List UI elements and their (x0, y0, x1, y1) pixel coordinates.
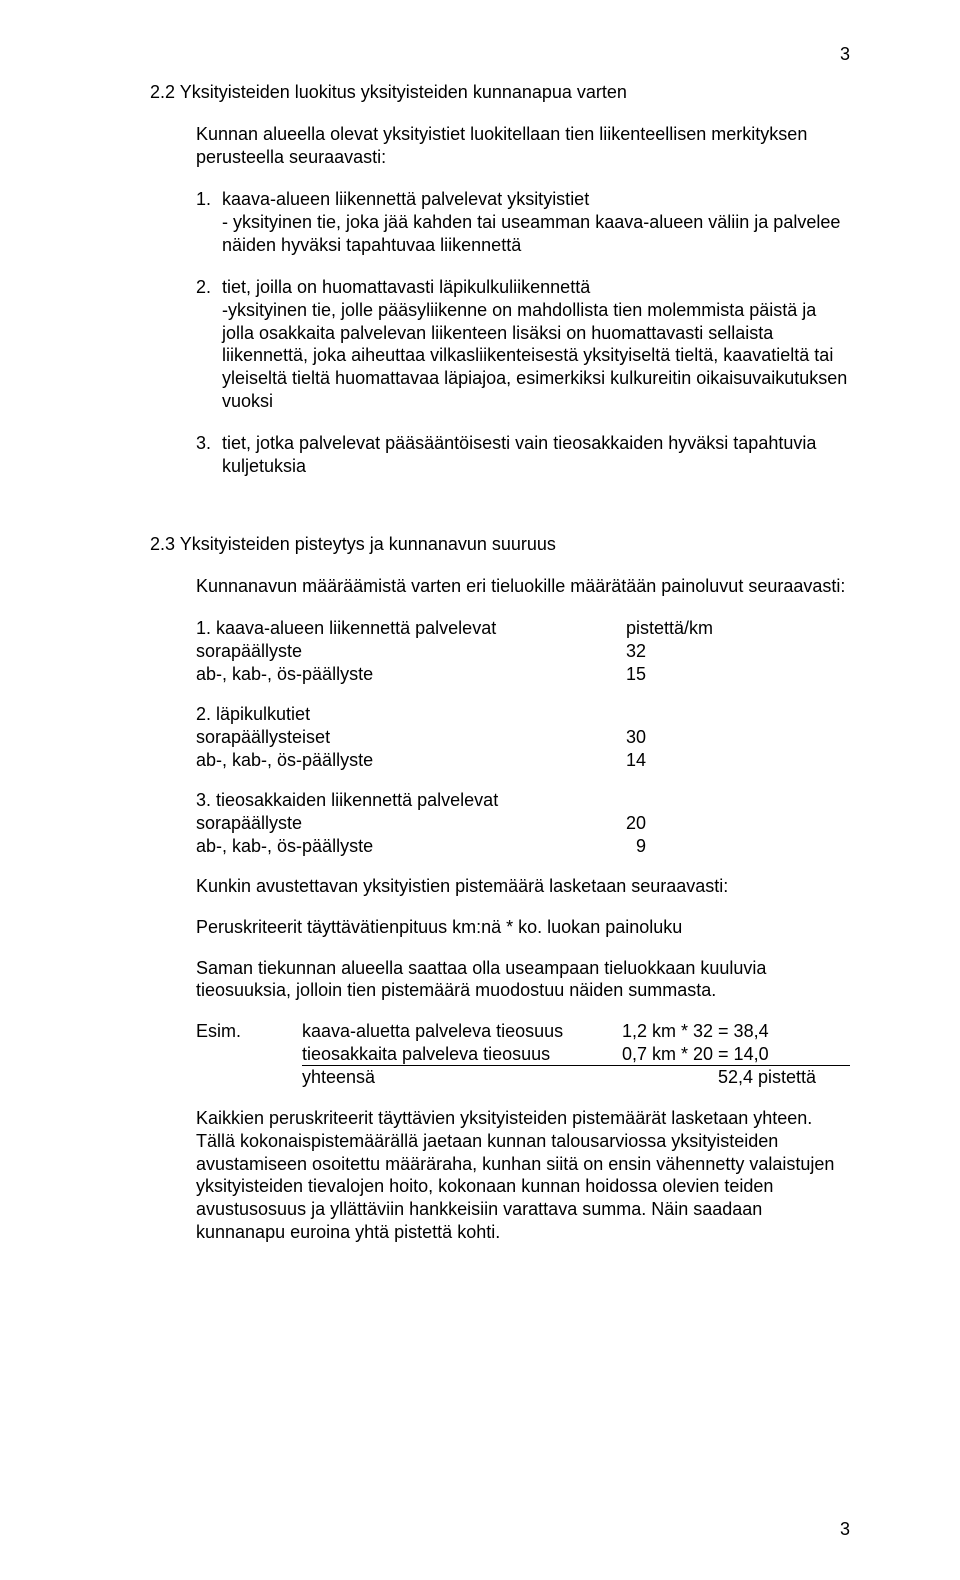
list-item-number: 3. (196, 432, 222, 477)
list-item-text: kaava-alueen liikennettä palvelevat yksi… (222, 188, 850, 256)
points-block-2: 2. läpikulkutiet sorapäällysteiset 30 ab… (196, 703, 850, 771)
example-block: Esim. kaava-aluetta palveleva tieosuus 1… (196, 1020, 850, 1089)
list-item-line: kaava-alueen liikennettä palvelevat yksi… (222, 188, 850, 211)
points-title: 3. tieosakkaiden liikennettä palvelevat (196, 789, 850, 812)
points-label: ab-, kab-, ös-päällyste (196, 663, 626, 686)
section-2-2-list: 1. kaava-alueen liikennettä palvelevat y… (196, 188, 850, 477)
page-number-top: 3 (840, 44, 850, 65)
list-item: 3. tiet, jotka palvelevat pääsääntöisest… (196, 432, 850, 477)
points-title: 2. läpikulkutiet (196, 703, 850, 726)
points-row: sorapäällyste 32 (196, 640, 850, 663)
example-label: Esim. (196, 1020, 302, 1043)
list-item-number: 2. (196, 276, 222, 412)
list-item-number: 1. (196, 188, 222, 256)
example-label-empty (196, 1043, 302, 1067)
points-value: 32 (626, 640, 746, 663)
points-unit: pistettä/km (626, 617, 746, 640)
points-value: 14 (626, 749, 746, 772)
example-total-row: yhteensä 52,4 pistettä (196, 1066, 850, 1089)
formula: Peruskriteerit täyttävätienpituus km:nä … (196, 916, 850, 939)
points-value: 9 (626, 835, 746, 858)
points-row: sorapäällyste 20 (196, 812, 850, 835)
list-item-text: tiet, jotka palvelevat pääsääntöisesti v… (222, 432, 850, 477)
points-label: sorapäällyste (196, 812, 626, 835)
section-2-3-heading: 2.3 Yksityisteiden pisteytys ja kunnanav… (150, 534, 850, 555)
points-value: 15 (626, 663, 746, 686)
list-item-line: - yksityinen tie, joka jää kahden tai us… (222, 211, 850, 256)
list-item-text: tiet, joilla on huomattavasti läpikulkul… (222, 276, 850, 412)
points-value: 30 (626, 726, 746, 749)
example-total-value: 52,4 pistettä (622, 1066, 850, 1089)
example-desc: tieosakkaita palveleva tieosuus (302, 1043, 622, 1067)
points-label: ab-, kab-, ös-päällyste (196, 749, 626, 772)
section-2-2-heading: 2.2 Yksityisteiden luokitus yksityisteid… (150, 82, 850, 103)
example-row: Esim. kaava-aluetta palveleva tieosuus 1… (196, 1020, 850, 1043)
multi-class-para: Saman tiekunnan alueella saattaa olla us… (196, 957, 850, 1002)
example-total-label-empty (196, 1066, 302, 1089)
points-row: ab-, kab-, ös-päällyste 9 (196, 835, 850, 858)
section-2-2-intro: Kunnan alueella olevat yksityistiet luok… (196, 123, 850, 168)
list-item-line: tiet, jotka palvelevat pääsääntöisesti v… (222, 432, 850, 477)
points-label: sorapäällyste (196, 640, 626, 663)
page-number-bottom: 3 (840, 1519, 850, 1540)
list-item-line: tiet, joilla on huomattavasti läpikulkul… (222, 276, 850, 299)
points-label: ab-, kab-, ös-päällyste (196, 835, 626, 858)
calc-intro: Kunkin avustettavan yksityistien pistemä… (196, 875, 850, 898)
points-row: ab-, kab-, ös-päällyste 15 (196, 663, 850, 686)
document-page: 3 2.2 Yksityisteiden luokitus yksityiste… (0, 0, 960, 1580)
example-calc: 1,2 km * 32 = 38,4 (622, 1020, 850, 1043)
example-calc: 0,7 km * 20 = 14,0 (622, 1043, 850, 1067)
points-block-1: 1. kaava-alueen liikennettä palvelevat p… (196, 617, 850, 685)
list-item: 2. tiet, joilla on huomattavasti läpikul… (196, 276, 850, 412)
points-block-3: 3. tieosakkaiden liikennettä palvelevat … (196, 789, 850, 857)
example-total-desc: yhteensä (302, 1066, 622, 1089)
points-row: ab-, kab-, ös-päällyste 14 (196, 749, 850, 772)
points-title-row: 1. kaava-alueen liikennettä palvelevat p… (196, 617, 850, 640)
points-row: sorapäällysteiset 30 (196, 726, 850, 749)
section-2-3-intro: Kunnanavun määräämistä varten eri tieluo… (196, 575, 850, 598)
points-value: 20 (626, 812, 746, 835)
final-para: Kaikkien peruskriteerit täyttävien yksit… (196, 1107, 850, 1243)
list-item: 1. kaava-alueen liikennettä palvelevat y… (196, 188, 850, 256)
example-row: tieosakkaita palveleva tieosuus 0,7 km *… (196, 1043, 850, 1067)
points-label: sorapäällysteiset (196, 726, 626, 749)
example-desc: kaava-aluetta palveleva tieosuus (302, 1020, 622, 1043)
points-title: 1. kaava-alueen liikennettä palvelevat (196, 617, 626, 640)
list-item-line: -yksityinen tie, jolle pääsyliikenne on … (222, 299, 850, 412)
